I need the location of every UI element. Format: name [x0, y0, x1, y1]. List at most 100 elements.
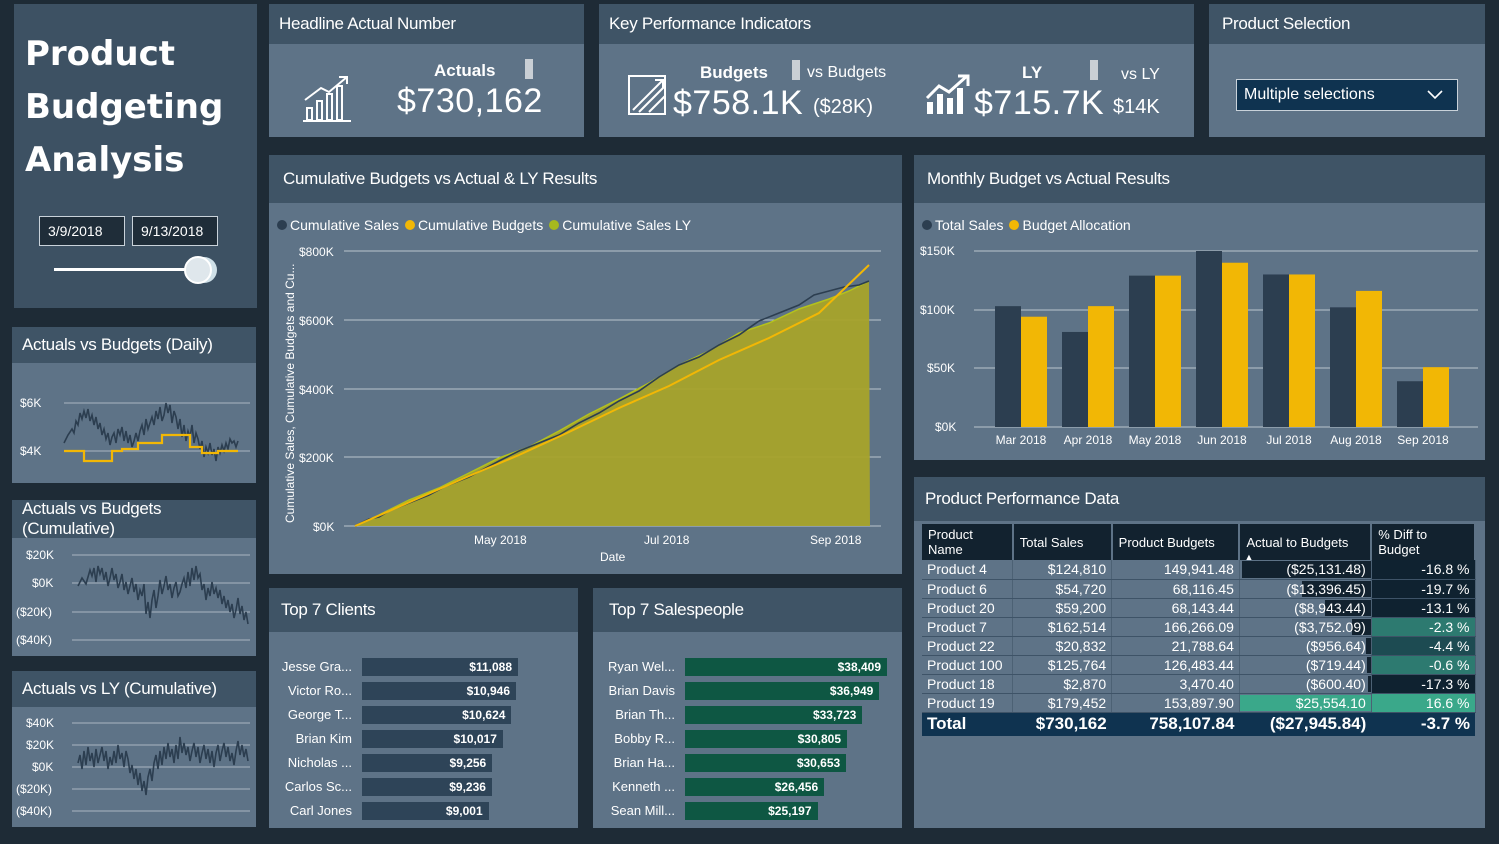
bar[interactable]: $33,723	[685, 706, 863, 724]
month-label: May 2018	[1129, 433, 1182, 447]
bar-label: Carlos Sc...	[284, 779, 352, 794]
y-tick: $600K	[299, 314, 334, 328]
y-tick: $0K	[313, 520, 334, 534]
table-row[interactable]: Product 19 $179,452 153,897.90 $25,554.10 16…	[922, 693, 1476, 713]
bar-label: Jesse Gra...	[281, 659, 352, 674]
total-sales: $730,162	[1012, 712, 1112, 736]
bar[interactable]: $11,088	[362, 658, 518, 676]
cell-sales: $59,200	[1012, 598, 1113, 618]
date-slider-handle[interactable]	[184, 256, 212, 284]
cumulative-y-label: Cumulative Sales, Cumulative Budgets and…	[283, 264, 297, 523]
cumulative-x-label: Date	[600, 550, 626, 564]
legend-budget-allocation[interactable]: Budget Allocation	[1009, 217, 1131, 233]
total-budget: 758,107.84	[1111, 712, 1240, 736]
cell-diff: $25,554.10	[1239, 693, 1372, 713]
data-bar	[1365, 637, 1371, 654]
bar-label: George T...	[287, 707, 352, 722]
bar-label: Nicholas ...	[287, 755, 352, 770]
legend-cumulative-sales-ly[interactable]: Cumulative Sales LY	[549, 217, 691, 233]
budget-bar[interactable]	[1155, 275, 1181, 427]
budget-bar[interactable]	[1021, 316, 1047, 427]
bar[interactable]: $9,001	[362, 802, 489, 820]
cell-diff: ($3,752.09)	[1239, 617, 1372, 637]
table-row[interactable]: Product 4 $124,810 149,941.48 ($25,131.48) -…	[922, 560, 1476, 580]
table-row[interactable]: Product 20 $59,200 68,143.44 ($8,943.44) -13…	[922, 598, 1476, 618]
cell-name: Product 100	[922, 655, 1014, 675]
budget-bar[interactable]	[1088, 306, 1114, 427]
legend-cumulative-sales[interactable]: Cumulative Sales	[277, 217, 399, 233]
sales-bar[interactable]	[1196, 251, 1222, 427]
report-title-line3: Analysis	[25, 140, 185, 180]
growth-chart-icon	[303, 76, 351, 122]
date-slider-track[interactable]	[54, 268, 209, 271]
report-title-line2: Budgeting	[25, 87, 224, 127]
budget-bar[interactable]	[1289, 274, 1315, 427]
cell-sales: $125,764	[1012, 655, 1113, 675]
performance-table: Product Name Total Sales Product Budgets…	[922, 524, 1476, 736]
budget-bar[interactable]	[1356, 290, 1382, 427]
bar-label: Kenneth ...	[612, 779, 675, 794]
cumulative-budget-chart-panel: Actuals vs Budgets (Cumulative) $20K $0K…	[12, 499, 256, 656]
sales-bar[interactable]	[1330, 307, 1356, 427]
sales-bar[interactable]	[1062, 331, 1088, 427]
bar-label: Sean Mill...	[610, 803, 675, 818]
bar[interactable]: $9,256	[362, 754, 493, 772]
table-row[interactable]: Product 18 $2,870 3,470.40 ($600.40) -17.3 %	[922, 674, 1476, 694]
cell-budget: 153,897.90	[1111, 693, 1240, 713]
month-label: Sep 2018	[1397, 433, 1449, 447]
cell-pct: 16.6 %	[1371, 693, 1476, 713]
sales-bar[interactable]	[995, 306, 1021, 427]
bar[interactable]: $30,805	[685, 730, 847, 748]
budget-bar[interactable]	[1423, 367, 1449, 427]
bar[interactable]: $10,624	[362, 706, 512, 724]
svg-text:($20K): ($20K)	[16, 605, 52, 619]
product-dropdown-value: Multiple selections	[1244, 86, 1375, 103]
budget-bar[interactable]	[1222, 262, 1248, 427]
sales-bar[interactable]	[1397, 381, 1423, 427]
svg-text:($40K): ($40K)	[16, 804, 52, 818]
ly-cumulative-chart-title: Actuals vs LY (Cumulative)	[12, 671, 256, 707]
table-row[interactable]: Product 22 $20,832 21,788.64 ($956.64) -4.4 …	[922, 636, 1476, 656]
end-date-input[interactable]: 9/13/2018	[132, 216, 218, 246]
sales-bar[interactable]	[1263, 274, 1289, 427]
legend-total-sales[interactable]: Total Sales	[922, 217, 1003, 233]
col-pct-diff[interactable]: % Diff to Budget	[1371, 524, 1476, 560]
kpi-panel: Key Performance Indicators Budgets vs Bu…	[599, 4, 1194, 137]
bar[interactable]: $9,236	[362, 778, 492, 796]
product-selection-panel: Product Selection Multiple selections	[1209, 4, 1485, 137]
bar[interactable]: $36,949	[685, 682, 880, 700]
data-bar	[1324, 599, 1371, 616]
cell-name: Product 20	[922, 598, 1014, 618]
actuals-indicator	[525, 59, 533, 79]
bar-label: Brian Th...	[615, 707, 675, 722]
bar[interactable]: $25,197	[685, 802, 818, 820]
bar[interactable]: $38,409	[685, 658, 887, 676]
bar[interactable]: $30,653	[685, 754, 847, 772]
svg-text:$20K: $20K	[26, 548, 54, 562]
table-row[interactable]: Product 6 $54,720 68,116.45 ($13,396.45) -19…	[922, 579, 1476, 599]
table-row[interactable]: Product 7 $162,514 166,266.09 ($3,752.09) -2…	[922, 617, 1476, 637]
monthly-chart-panel: Monthly Budget vs Actual Results Total S…	[914, 155, 1485, 460]
cumulative-chart: Cumulative Sales, Cumulative Budgets and…	[283, 245, 881, 564]
product-dropdown[interactable]: Multiple selections	[1236, 79, 1458, 111]
daily-chart-title: Actuals vs Budgets (Daily)	[12, 327, 256, 363]
col-product-name[interactable]: Product Name	[922, 524, 1014, 560]
legend-cumulative-budgets[interactable]: Cumulative Budgets	[404, 217, 543, 233]
start-date-input[interactable]: 3/9/2018	[39, 216, 125, 246]
cumulative-sales-ly-line	[354, 280, 870, 527]
kpi-header: Key Performance Indicators	[599, 4, 1194, 44]
cell-diff: ($8,943.44)	[1239, 598, 1372, 618]
col-total-sales[interactable]: Total Sales	[1012, 524, 1113, 560]
sort-ascending-icon: ▲	[1244, 552, 1254, 562]
col-actual-to-budgets[interactable]: Actual to Budgets ▲	[1239, 524, 1373, 562]
total-pct: -3.7 %	[1371, 712, 1475, 736]
bar[interactable]: $10,017	[362, 730, 503, 748]
svg-text:$40K: $40K	[26, 716, 54, 730]
sales-bar[interactable]	[1129, 275, 1155, 427]
total-row: Total $730,162 758,107.84 ($27,945.84) -3.7 …	[922, 712, 1475, 736]
bar[interactable]: $10,946	[362, 682, 516, 700]
table-row[interactable]: Product 100 $125,764 126,483.44 ($719.44) -0…	[922, 655, 1476, 675]
col-product-budgets[interactable]: Product Budgets	[1111, 524, 1241, 560]
bar[interactable]: $26,456	[685, 778, 825, 796]
cell-budget: 149,941.48	[1111, 560, 1240, 580]
